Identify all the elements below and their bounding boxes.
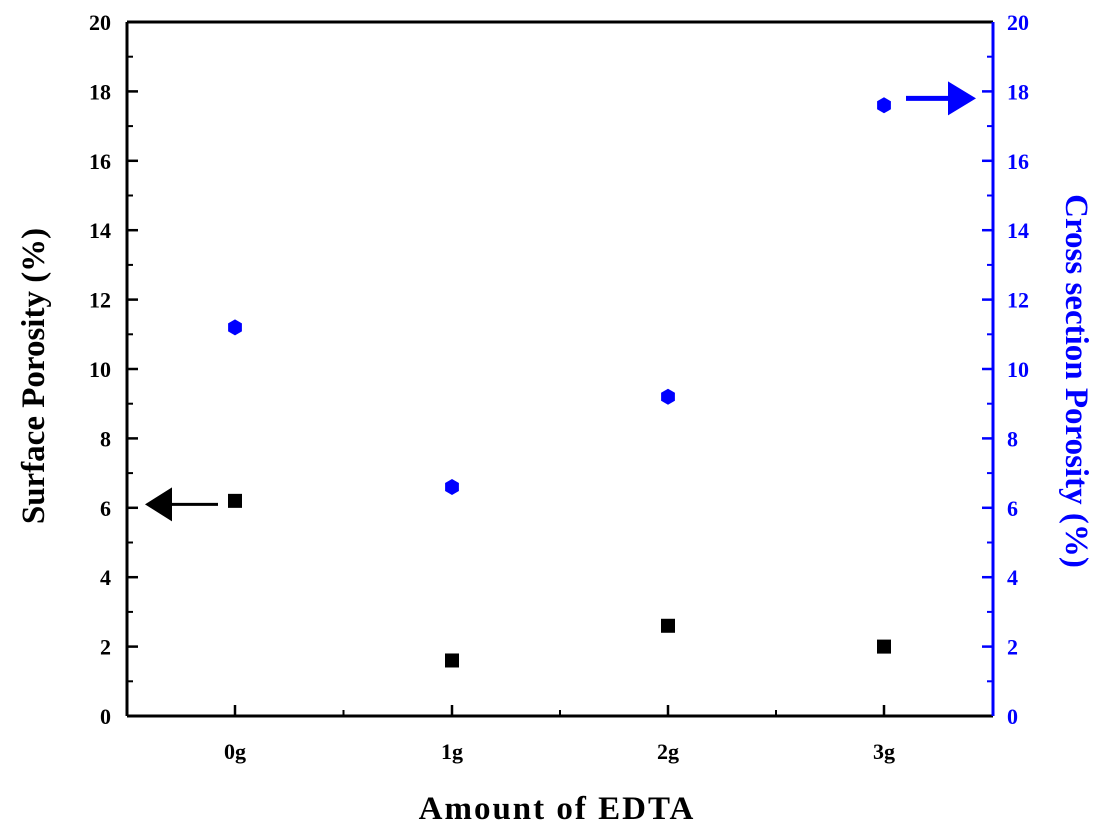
right-tick-label: 20 — [1007, 10, 1029, 35]
right-tick-label: 4 — [1007, 565, 1018, 590]
surface-porosity-point — [661, 618, 675, 633]
surface-porosity-point — [877, 639, 891, 654]
right-tick-label: 18 — [1007, 79, 1029, 104]
x-axis-title: Amount of EDTA — [419, 791, 696, 827]
surface-porosity-point — [445, 653, 459, 668]
left-tick-label: 0 — [100, 704, 111, 729]
cross-section-porosity-point — [228, 319, 242, 336]
right-tick-label: 10 — [1007, 357, 1029, 382]
left-tick-label: 8 — [100, 426, 111, 451]
right-tick-label: 6 — [1007, 496, 1018, 521]
right-tick-label: 12 — [1007, 288, 1029, 313]
right-arrow-icon — [948, 81, 976, 116]
right-tick-label: 0 — [1007, 704, 1018, 729]
left-arrow-icon — [145, 487, 172, 522]
right-tick-label: 16 — [1007, 149, 1029, 174]
left-y-axis: 0 2 4 6 8 10 12 14 16 18 20 — [89, 10, 138, 729]
data-markers — [228, 97, 891, 668]
right-tick-label: 2 — [1007, 635, 1018, 660]
left-tick-label: 14 — [89, 218, 111, 243]
x-axis: 0g 1g 2g 3g — [224, 705, 895, 764]
x-tick-label: 2g — [657, 739, 679, 764]
right-axis-title: Cross section Porosity (%) — [1058, 194, 1094, 568]
axis-arrows — [145, 81, 976, 522]
left-axis-title: Surface Porosity (%) — [16, 228, 52, 524]
left-tick-label: 18 — [89, 79, 111, 104]
left-tick-label: 4 — [100, 565, 111, 590]
cross-section-porosity-point — [877, 97, 891, 114]
x-tick-label: 0g — [224, 739, 246, 764]
left-tick-label: 20 — [89, 10, 111, 35]
right-y-axis: 0 2 4 6 8 10 12 14 16 18 20 — [982, 10, 1029, 729]
left-tick-label: 12 — [89, 288, 111, 313]
left-tick-label: 2 — [100, 635, 111, 660]
x-tick-label: 3g — [873, 739, 895, 764]
left-tick-label: 6 — [100, 496, 111, 521]
surface-porosity-point — [228, 493, 242, 508]
right-tick-label: 8 — [1007, 426, 1018, 451]
left-tick-label: 10 — [89, 357, 111, 382]
right-tick-label: 14 — [1007, 218, 1029, 243]
x-tick-label: 1g — [441, 739, 463, 764]
left-tick-label: 16 — [89, 149, 111, 174]
cross-section-porosity-point — [445, 479, 459, 495]
cross-section-porosity-point — [661, 388, 675, 405]
